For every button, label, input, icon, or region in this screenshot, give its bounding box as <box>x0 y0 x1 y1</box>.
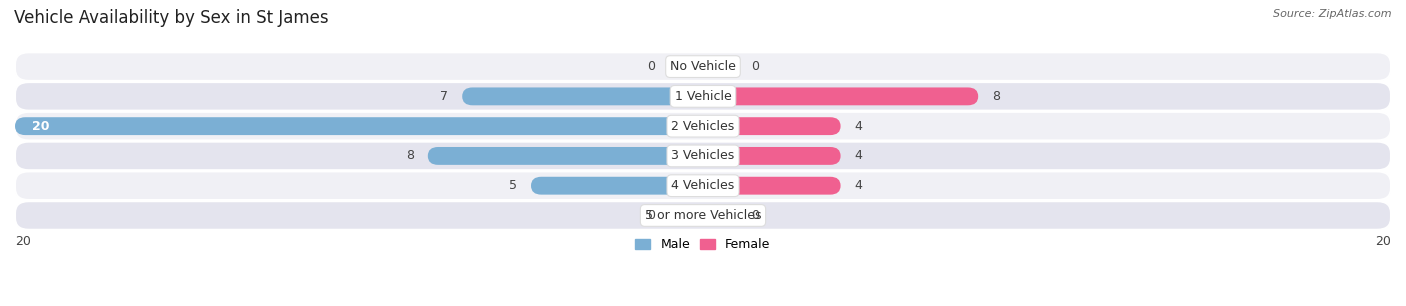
Text: 0: 0 <box>751 209 759 222</box>
Text: 0: 0 <box>647 60 655 73</box>
Text: 20: 20 <box>15 235 31 248</box>
Text: 3 Vehicles: 3 Vehicles <box>672 149 734 162</box>
Text: 4: 4 <box>855 179 862 192</box>
Text: 7: 7 <box>440 90 449 103</box>
FancyBboxPatch shape <box>703 117 841 135</box>
Text: Vehicle Availability by Sex in St James: Vehicle Availability by Sex in St James <box>14 9 329 27</box>
FancyBboxPatch shape <box>463 88 703 105</box>
Text: 4: 4 <box>855 120 862 133</box>
FancyBboxPatch shape <box>531 177 703 195</box>
Text: 4: 4 <box>855 149 862 162</box>
FancyBboxPatch shape <box>703 177 841 195</box>
Text: 5 or more Vehicles: 5 or more Vehicles <box>645 209 761 222</box>
FancyBboxPatch shape <box>669 58 703 76</box>
FancyBboxPatch shape <box>15 52 1391 81</box>
FancyBboxPatch shape <box>703 207 737 224</box>
FancyBboxPatch shape <box>15 82 1391 111</box>
FancyBboxPatch shape <box>703 58 737 76</box>
FancyBboxPatch shape <box>15 112 1391 140</box>
FancyBboxPatch shape <box>15 117 703 135</box>
Text: 8: 8 <box>406 149 413 162</box>
FancyBboxPatch shape <box>703 88 979 105</box>
FancyBboxPatch shape <box>15 201 1391 230</box>
Text: No Vehicle: No Vehicle <box>671 60 735 73</box>
Text: Source: ZipAtlas.com: Source: ZipAtlas.com <box>1274 9 1392 19</box>
FancyBboxPatch shape <box>669 207 703 224</box>
Legend: Male, Female: Male, Female <box>630 233 776 256</box>
Text: 20: 20 <box>32 120 49 133</box>
FancyBboxPatch shape <box>15 142 1391 170</box>
Text: 8: 8 <box>993 90 1000 103</box>
Text: 20: 20 <box>1375 235 1391 248</box>
Text: 5: 5 <box>509 179 517 192</box>
FancyBboxPatch shape <box>15 171 1391 200</box>
Text: 1 Vehicle: 1 Vehicle <box>675 90 731 103</box>
Text: 0: 0 <box>647 209 655 222</box>
Text: 2 Vehicles: 2 Vehicles <box>672 120 734 133</box>
Text: 4 Vehicles: 4 Vehicles <box>672 179 734 192</box>
Text: 0: 0 <box>751 60 759 73</box>
FancyBboxPatch shape <box>703 147 841 165</box>
FancyBboxPatch shape <box>427 147 703 165</box>
